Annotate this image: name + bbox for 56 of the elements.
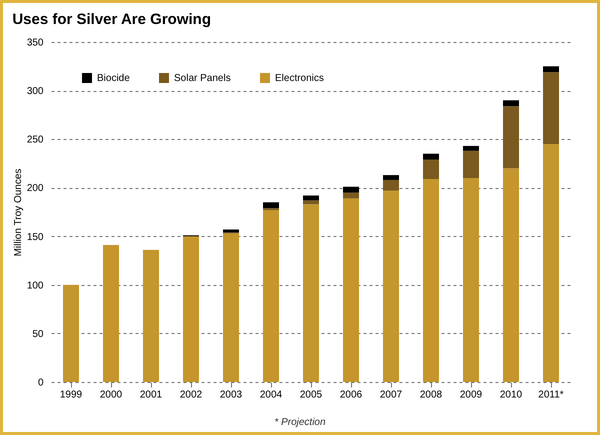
x-tick-label: 2002 — [180, 390, 203, 400]
bar — [383, 175, 399, 180]
y-tick-label: 250 — [26, 134, 44, 146]
bar — [103, 245, 119, 382]
bar — [143, 250, 159, 382]
bar — [423, 160, 439, 179]
chart-title: Uses for Silver Are Growing — [12, 11, 211, 28]
bar — [63, 284, 79, 382]
x-tick-label: 2010 — [500, 390, 523, 400]
bar — [503, 100, 519, 106]
legend-label: Solar Panels — [174, 73, 231, 84]
x-tick-label: 2005 — [300, 390, 323, 400]
legend-label: Biocide — [97, 73, 130, 84]
x-tick-label: 2011* — [538, 390, 564, 400]
bar — [503, 106, 519, 168]
bar — [343, 192, 359, 198]
x-tick-label: 2004 — [260, 390, 283, 400]
x-tick-label: 2006 — [340, 390, 363, 400]
bar — [423, 178, 439, 382]
bar — [263, 210, 279, 382]
y-tick-label: 150 — [26, 232, 44, 243]
y-tick-label: 350 — [26, 38, 44, 48]
bar — [463, 178, 479, 382]
bar — [503, 168, 519, 382]
x-tick-label: 2003 — [220, 390, 243, 400]
bar — [543, 66, 559, 72]
x-tick-label: 2000 — [100, 390, 123, 400]
bar — [383, 190, 399, 382]
bar — [303, 204, 319, 382]
bar — [463, 150, 479, 178]
y-tick-label: 200 — [26, 183, 44, 194]
x-tick-label: 2007 — [380, 390, 403, 400]
legend-label: Electronics — [275, 73, 324, 84]
text: * Projection — [273, 417, 327, 428]
bar — [263, 202, 279, 208]
x-tick-label: 2008 — [420, 390, 443, 400]
y-tick-label: 100 — [26, 280, 44, 292]
bar — [543, 72, 559, 144]
bar — [303, 200, 319, 204]
bar — [223, 229, 239, 232]
x-tick-label: 2009 — [460, 390, 483, 400]
bar — [223, 233, 239, 382]
x-tick-label: 1999 — [60, 390, 83, 400]
y-tick-label: 50 — [32, 328, 44, 340]
y-axis-title: Million Troy Ounces — [12, 168, 24, 256]
bar — [343, 186, 359, 193]
bar — [383, 180, 399, 191]
y-tick-label: 0 — [38, 378, 44, 388]
x-tick-label: 2001 — [140, 390, 163, 400]
bar — [183, 236, 199, 382]
y-tick-label: 300 — [26, 86, 44, 98]
bar — [543, 144, 559, 382]
bar — [463, 146, 479, 151]
bar — [343, 198, 359, 382]
bar — [423, 154, 439, 160]
bar — [303, 195, 319, 200]
